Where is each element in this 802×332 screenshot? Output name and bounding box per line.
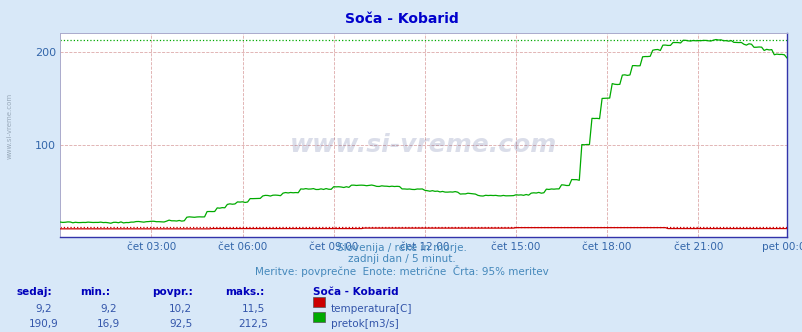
Text: 9,2: 9,2 <box>36 304 52 314</box>
Text: 212,5: 212,5 <box>237 319 268 329</box>
Text: 10,2: 10,2 <box>169 304 192 314</box>
Text: zadnji dan / 5 minut.: zadnji dan / 5 minut. <box>347 254 455 264</box>
Text: 11,5: 11,5 <box>241 304 264 314</box>
Text: 92,5: 92,5 <box>169 319 192 329</box>
Text: www.si-vreme.com: www.si-vreme.com <box>6 93 12 159</box>
Text: Meritve: povprečne  Enote: metrične  Črta: 95% meritev: Meritve: povprečne Enote: metrične Črta:… <box>254 265 548 277</box>
Text: sedaj:: sedaj: <box>16 287 51 297</box>
Text: temperatura[C]: temperatura[C] <box>330 304 411 314</box>
Text: www.si-vreme.com: www.si-vreme.com <box>290 133 557 157</box>
Text: Soča - Kobarid: Soča - Kobarid <box>344 12 458 26</box>
Text: 16,9: 16,9 <box>97 319 119 329</box>
Text: 9,2: 9,2 <box>100 304 116 314</box>
Text: pretok[m3/s]: pretok[m3/s] <box>330 319 398 329</box>
Text: Slovenija / reke in morje.: Slovenija / reke in morje. <box>336 243 466 253</box>
Text: povpr.:: povpr.: <box>152 287 193 297</box>
Text: min.:: min.: <box>80 287 110 297</box>
Text: maks.:: maks.: <box>225 287 264 297</box>
Text: 190,9: 190,9 <box>29 319 59 329</box>
Text: Soča - Kobarid: Soča - Kobarid <box>313 287 399 297</box>
